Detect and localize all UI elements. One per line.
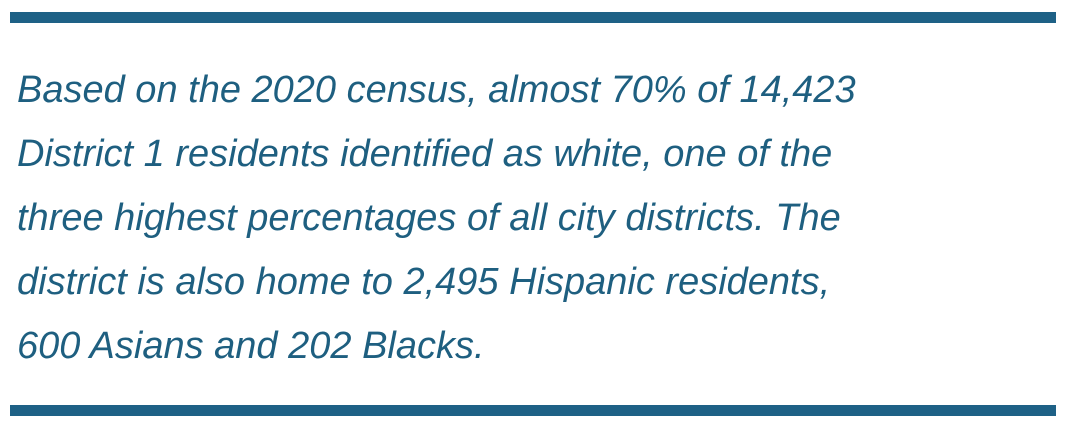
quote-line: three highest percentages of all city di… — [17, 197, 841, 239]
bottom-rule — [10, 405, 1056, 416]
quote-line: district is also home to 2,495 Hispanic … — [17, 261, 831, 303]
quote-line: District 1 residents identified as white… — [17, 133, 833, 175]
top-rule — [10, 12, 1056, 23]
pull-quote: Based on the 2020 census, almost 70% of … — [17, 58, 1077, 378]
quote-line: 600 Asians and 202 Blacks. — [17, 325, 485, 367]
quote-line: Based on the 2020 census, almost 70% of … — [17, 69, 856, 111]
